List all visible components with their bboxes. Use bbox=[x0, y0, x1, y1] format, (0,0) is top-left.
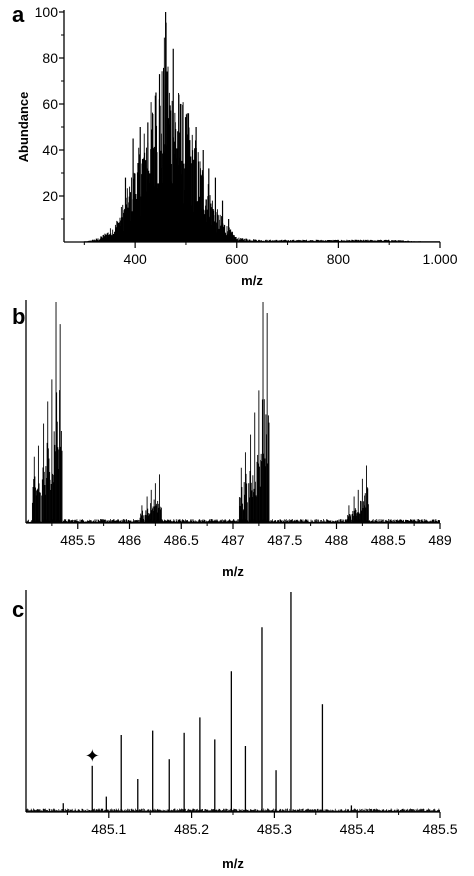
x-tick-label: 800 bbox=[327, 251, 351, 267]
x-axis-label: m/z bbox=[222, 856, 244, 871]
x-tick-label: 600 bbox=[225, 251, 249, 267]
x-tick-label: 486 bbox=[118, 532, 142, 548]
panel-c: c 485.1 485.2 485.3 485.4 485.5 m/z ✦ bbox=[12, 590, 458, 871]
x-tick-label: 485.4 bbox=[340, 821, 375, 837]
x-tick-label: 487 bbox=[221, 532, 245, 548]
y-tick-label: 60 bbox=[42, 96, 58, 112]
x-tick-label: 485.2 bbox=[174, 821, 209, 837]
x-axis-label: m/z bbox=[241, 273, 263, 288]
x-tick-label: 485.3 bbox=[257, 821, 292, 837]
x-tick-label: 400 bbox=[123, 251, 147, 267]
y-tick-label: 100 bbox=[35, 4, 59, 20]
spectrum-envelope bbox=[83, 22, 441, 242]
star-marker: ✦ bbox=[85, 746, 100, 766]
y-tick-label: 40 bbox=[42, 142, 58, 158]
baseline-noise bbox=[25, 519, 440, 523]
panel-letter: b bbox=[12, 304, 25, 329]
spectrum-series bbox=[25, 302, 440, 523]
y-tick-label: 80 bbox=[42, 50, 58, 66]
spectrum-series bbox=[25, 592, 440, 812]
x-tick-label: 486.5 bbox=[164, 532, 199, 548]
x-tick-label: 488 bbox=[325, 532, 349, 548]
x-tick-label: 488.5 bbox=[371, 532, 406, 548]
panel-b: b 485.5 486 486.5 487 487.5 488 488.5 489 m/z bbox=[12, 300, 452, 579]
x-axis-label: m/z bbox=[222, 564, 244, 579]
panel-a: a 400 600 800 1.000 20 40 60 80 100 m/z Abundance bbox=[12, 2, 458, 288]
x-tick-label: 485.1 bbox=[91, 821, 126, 837]
panel-letter: c bbox=[12, 597, 24, 622]
y-axis-label: Abundance bbox=[16, 92, 31, 163]
panel-letter: a bbox=[12, 2, 25, 27]
x-tick-label: 485.5 bbox=[60, 532, 95, 548]
x-tick-label: 485.5 bbox=[422, 821, 457, 837]
baseline-noise bbox=[25, 808, 440, 812]
y-tick-label: 20 bbox=[42, 188, 58, 204]
x-tick-label: 1.000 bbox=[422, 251, 457, 267]
spectrum-series bbox=[83, 12, 441, 242]
x-tick-label: 489 bbox=[428, 532, 452, 548]
x-tick-label: 487.5 bbox=[267, 532, 302, 548]
